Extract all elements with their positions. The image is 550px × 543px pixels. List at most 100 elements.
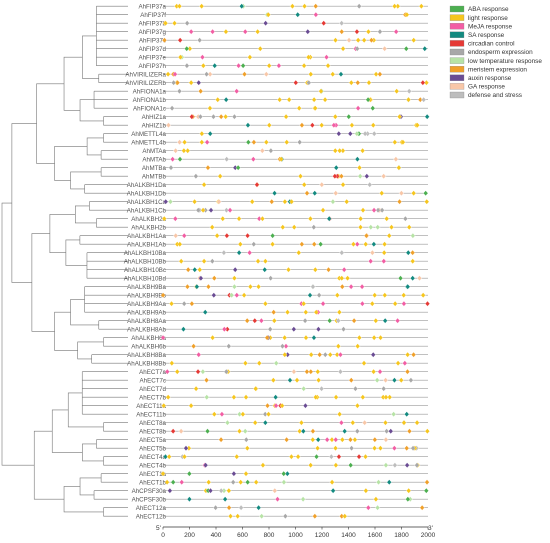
cis-element-marker [184,283,190,290]
cis-element-marker [386,479,392,486]
legend-swatch [449,5,465,13]
gene-label: AhECT12a [136,505,167,512]
cis-element-marker [313,3,319,10]
cis-element-marker [208,487,214,494]
cis-element-marker [205,164,211,171]
cis-element-marker [265,11,271,18]
cis-element-marker [165,122,171,129]
cis-element-marker [361,360,367,367]
cis-element-marker [202,309,208,316]
cis-element-marker [160,334,166,341]
cis-element-marker [334,292,340,299]
cis-element-marker [199,139,205,146]
cis-element-marker [297,428,303,435]
cis-element-marker [367,181,373,188]
cis-element-marker [223,368,229,375]
cis-element-marker [370,122,376,129]
cis-element-marker [418,3,424,10]
axis-tick-label: 1000 [288,532,303,539]
cis-element-marker [352,436,358,443]
legend-label: light response [468,15,508,22]
cis-element-marker [200,62,206,69]
cis-element-marker [417,275,423,282]
tree-node [11,123,37,283]
cis-element-marker [405,496,411,503]
cis-element-marker [231,275,237,282]
cis-element-marker [298,419,304,426]
cis-element-marker [382,241,388,248]
cis-element-marker [251,241,257,248]
tree-node [63,56,83,111]
axis-tick-label: 1400 [341,532,356,539]
cis-element-marker [173,147,179,154]
cis-element-marker [369,300,375,307]
cis-element-marker [311,334,317,341]
cis-element-marker [231,113,237,120]
gene-label: AhCPSF30b [132,496,167,503]
cis-element-marker [279,343,285,350]
cis-element-marker [167,487,173,494]
cis-element-marker [406,428,412,435]
cis-element-marker [195,368,201,375]
cis-element-marker [236,62,242,69]
cis-element-marker [283,113,289,120]
cis-element-marker [392,300,398,307]
cis-element-marker [229,292,235,299]
cis-element-marker [359,283,365,290]
cis-element-marker [357,164,363,171]
cis-element-marker [181,232,187,239]
cis-element-marker [222,496,228,503]
cis-element-marker [268,147,274,154]
cis-element-marker [297,139,303,146]
cis-element-marker [301,62,307,69]
cis-element-marker [204,139,210,146]
gene-label: AhCPSF30a [132,488,167,495]
cis-element-marker [289,198,295,205]
cis-element-marker [354,45,360,52]
gene-label: AhFIONA1b [133,97,167,104]
cis-element-marker [338,173,344,180]
cis-element-marker [373,317,379,324]
cis-element-marker [235,164,241,171]
cis-element-marker [194,283,200,290]
cis-element-marker [355,343,361,350]
cis-element-marker [318,241,324,248]
cis-element-marker [327,351,333,358]
cis-element-marker [339,28,345,35]
cis-element-marker [247,54,253,61]
tree-node [79,477,102,496]
axis-tick-label: 400 [211,532,222,539]
cis-element-marker [308,462,314,469]
axis-tick-label: 1200 [315,532,330,539]
cis-element-marker [237,411,243,418]
cis-element-marker [218,487,224,494]
cis-element-marker [329,436,335,443]
legend-label: low temperature response [468,58,542,65]
cis-element-marker [165,394,171,401]
gene-label: AhECT7b [139,394,166,401]
cis-element-marker [382,45,388,52]
cis-element-marker [382,292,388,299]
gene-label: AhECT5a [139,437,166,444]
cis-element-marker [424,198,430,205]
cis-element-marker [410,275,416,282]
cis-element-marker [251,139,257,146]
cis-element-marker [177,139,183,146]
cis-element-marker [218,436,224,443]
cis-element-marker [253,385,259,392]
cis-element-marker [260,462,266,469]
cis-element-marker [424,428,430,435]
cis-element-marker [169,105,175,112]
gene-label: AhALKBH1Db [127,190,167,197]
cis-element-marker [178,428,184,435]
legend-swatch [449,66,465,73]
cis-element-marker [176,3,183,10]
cis-element-marker [320,207,326,214]
cis-element-marker [362,419,368,426]
cis-element-marker [184,45,190,52]
cis-element-marker [252,419,258,426]
cis-element-marker [263,20,269,27]
cis-element-marker [381,173,387,180]
cis-element-marker [306,79,312,86]
